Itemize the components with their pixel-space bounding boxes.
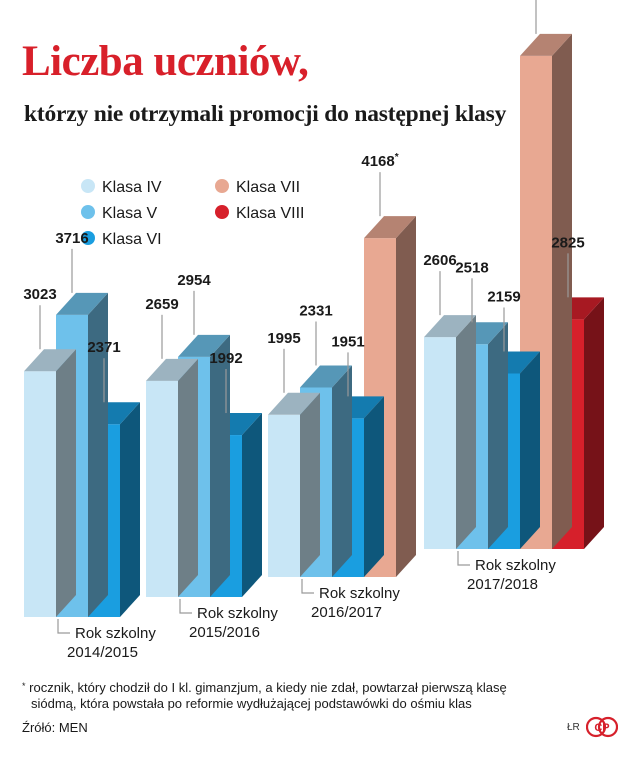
- bar-klasa-iv: [146, 358, 198, 597]
- bar-front: [146, 380, 178, 597]
- bar-group-2: 2659 2954 1992 Rok szkolny 2015/2016: [145, 272, 278, 641]
- bar-top: [268, 392, 320, 415]
- value-label: 4168*: [361, 152, 398, 170]
- group-label-line-2: 2014/2015: [67, 644, 138, 661]
- legend-item-klasa-iv: Klasa IV: [81, 179, 162, 196]
- value-label: 1992: [209, 350, 242, 367]
- bar-side: [456, 315, 476, 549]
- bar-top: [520, 33, 572, 56]
- value-footnote-mark: *: [395, 152, 399, 163]
- bar-side: [584, 297, 604, 549]
- value-label: 3023: [23, 286, 56, 303]
- group-label-bracket: [57, 619, 70, 634]
- legend-label: Klasa VII: [236, 179, 300, 196]
- legend-swatch: [81, 231, 95, 245]
- legend-item-klasa-vi: Klasa VI: [81, 231, 162, 248]
- author-initials: ŁR: [567, 722, 580, 733]
- group-label-line-2: 2016/2017: [311, 604, 382, 621]
- legend-label: Klasa VI: [102, 231, 162, 248]
- value-label: 2954: [177, 272, 211, 289]
- value-label: 1995: [267, 330, 300, 347]
- bar-front: [424, 337, 456, 549]
- bar-klasa-iv: [424, 315, 476, 549]
- group-label-line-1: Rok szkolny: [197, 605, 278, 622]
- source-note: Źrółó: MEN: [22, 720, 88, 735]
- bar-top: [364, 216, 416, 239]
- bar-klasa-iv: [268, 392, 320, 577]
- bar-side: [178, 358, 198, 597]
- bar-chart: Klasa IV Klasa V Klasa VI Klasa VII Klasa VI…: [23, 0, 604, 661]
- bar-side: [332, 365, 352, 577]
- value-label: 2606: [423, 252, 456, 269]
- bar-top: [56, 292, 108, 315]
- bar-side: [364, 396, 384, 577]
- legend-label: Klasa IV: [102, 179, 162, 196]
- bar-side: [300, 392, 320, 577]
- group-label-line-2: 2015/2016: [189, 624, 260, 641]
- footnote-line-1: rocznik, który chodził do I kl. gimanzju…: [29, 680, 507, 695]
- bar-top: [178, 334, 230, 357]
- bar-side: [210, 334, 230, 597]
- legend-swatch: [215, 179, 229, 193]
- group-label-bracket: [457, 551, 470, 566]
- footnote: * rocznik, który chodził do I kl. gimanz…: [22, 680, 622, 712]
- value-label: 2825: [551, 234, 584, 251]
- legend-swatch: [215, 205, 229, 219]
- bar-side: [88, 292, 108, 617]
- bar-group-3: 1995 2331 1951 4168* Rok szkolny 2016/2017: [267, 152, 416, 621]
- chart-title: Liczba uczniów,: [22, 38, 309, 85]
- legend-label: Klasa VIII: [236, 205, 304, 222]
- bar-side: [242, 413, 262, 597]
- group-label-line-1: Rok szkolny: [75, 625, 156, 642]
- value-label: 2159: [487, 288, 520, 305]
- footnote-line-2: siódmą, która powstała po reformie wydłu…: [31, 696, 472, 711]
- value-label: 2371: [87, 339, 120, 356]
- publisher-logo: CP: [586, 716, 618, 738]
- footnote-mark: *: [22, 681, 26, 691]
- group-label-line-1: Rok szkolny: [319, 585, 400, 602]
- bar-top: [300, 365, 352, 388]
- legend-swatch: [81, 179, 95, 193]
- value-label: 3716: [55, 230, 88, 247]
- bar-klasa-iv: [24, 349, 76, 617]
- bar-front: [268, 414, 300, 577]
- bar-side: [552, 33, 572, 549]
- bar-front: [24, 371, 56, 617]
- value-label: 2331: [299, 302, 332, 319]
- legend-label: Klasa V: [102, 205, 157, 222]
- bar-top: [424, 315, 476, 338]
- svg-text:CP: CP: [594, 722, 609, 734]
- chart-subtitle: którzy nie otrzymali promocji do następn…: [24, 101, 507, 127]
- value-label: 2659: [145, 296, 178, 313]
- bar-side: [120, 402, 140, 617]
- bar-side: [488, 322, 508, 549]
- bar-side: [396, 216, 416, 577]
- legend-item-klasa-viii: Klasa VIII: [215, 205, 304, 222]
- group-label-line-1: Rok szkolny: [475, 557, 556, 574]
- value-label: 1951: [331, 333, 364, 350]
- bar-top: [24, 349, 76, 372]
- legend-item-klasa-v: Klasa V: [81, 205, 157, 222]
- legend-swatch: [81, 205, 95, 219]
- value-label: 2518: [455, 259, 488, 276]
- group-label-bracket: [179, 599, 192, 614]
- group-label-line-2: 2017/2018: [467, 576, 538, 593]
- bar-top: [146, 358, 198, 381]
- bar-side: [520, 351, 540, 549]
- bar-group-1: 3023 3716 2371 Rok szkolny 2014/2015: [23, 230, 156, 661]
- group-label-bracket: [301, 579, 314, 594]
- bar-side: [56, 349, 76, 617]
- legend-item-klasa-vii: Klasa VII: [215, 179, 300, 196]
